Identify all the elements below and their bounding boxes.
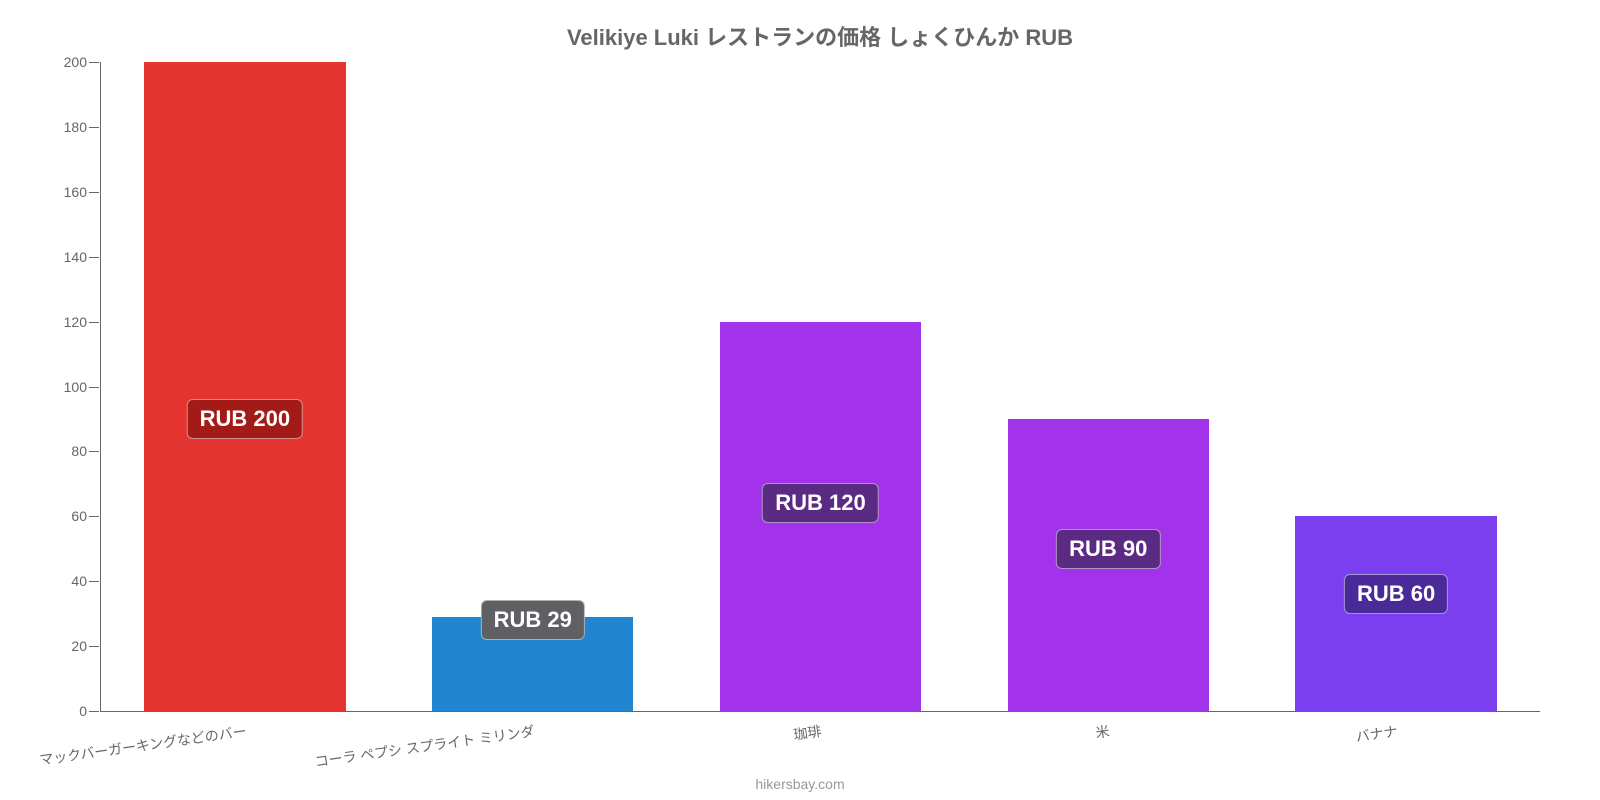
ytick: [89, 516, 99, 517]
bar-slot: RUB 90米: [964, 62, 1252, 711]
xtick-label: マックバーガーキングなどのバー: [38, 721, 248, 770]
bar-value-label-wrap: RUB 60: [1344, 574, 1448, 614]
bar-slot: RUB 200マックバーガーキングなどのバー: [101, 62, 389, 711]
bar-value-label: RUB 60: [1344, 574, 1448, 614]
bar-value-label-wrap: RUB 200: [187, 399, 303, 439]
ytick: [89, 387, 99, 388]
ytick: [89, 581, 99, 582]
bar-value-label: RUB 29: [481, 600, 585, 640]
ytick: [89, 127, 99, 128]
ytick: [89, 192, 99, 193]
bar-value-label: RUB 90: [1056, 529, 1160, 569]
bar-value-label: RUB 200: [187, 399, 303, 439]
xtick-label: バナナ: [1354, 721, 1398, 747]
xtick-label: 米: [1094, 721, 1111, 743]
bars-row: RUB 200マックバーガーキングなどのバーRUB 29コーラ ペプシ スプライ…: [101, 62, 1540, 711]
ytick-label: 120: [64, 314, 87, 330]
ytick: [89, 62, 99, 63]
ytick: [89, 451, 99, 452]
chart-title: Velikiye Luki レストランの価格 しょくひんか RUB: [100, 20, 1540, 52]
ytick-label: 140: [64, 249, 87, 265]
ytick-label: 20: [71, 638, 87, 654]
ytick: [89, 646, 99, 647]
chart-container: Velikiye Luki レストランの価格 しょくひんか RUB RUB 20…: [0, 0, 1600, 800]
plot-area: RUB 200マックバーガーキングなどのバーRUB 29コーラ ペプシ スプライ…: [100, 62, 1540, 712]
bar-value-label: RUB 120: [762, 483, 878, 523]
bar-value-label-wrap: RUB 120: [762, 483, 878, 523]
bar-slot: RUB 29コーラ ペプシ スプライト ミリンダ: [389, 62, 677, 711]
bar-slot: RUB 120珈琲: [677, 62, 965, 711]
ytick-label: 60: [71, 508, 87, 524]
bar-slot: RUB 60バナナ: [1252, 62, 1540, 711]
ytick-label: 180: [64, 119, 87, 135]
ytick: [89, 711, 99, 712]
bar-value-label-wrap: RUB 29: [481, 600, 585, 640]
xtick-label: コーラ ペプシ スプライト ミリンダ: [313, 721, 535, 772]
ytick-label: 100: [64, 379, 87, 395]
ytick-label: 160: [64, 184, 87, 200]
xtick-label: 珈琲: [793, 721, 824, 745]
bar-value-label-wrap: RUB 90: [1056, 529, 1160, 569]
ytick: [89, 257, 99, 258]
ytick-label: 40: [71, 573, 87, 589]
ytick-label: 200: [64, 54, 87, 70]
ytick: [89, 322, 99, 323]
ytick-label: 80: [71, 443, 87, 459]
attribution-text: hikersbay.com: [755, 776, 844, 792]
bar: [144, 62, 345, 711]
ytick-label: 0: [79, 703, 87, 719]
